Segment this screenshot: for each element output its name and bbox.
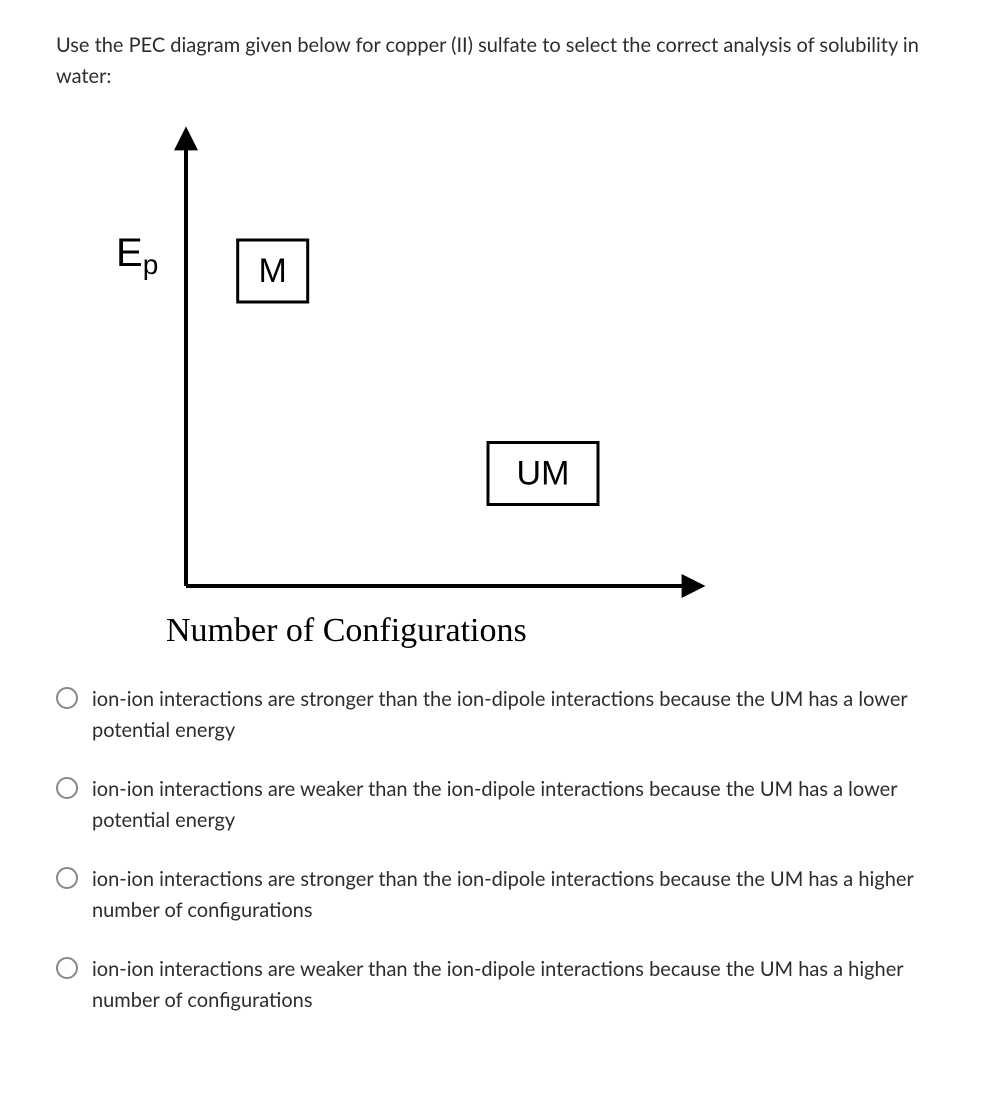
- answer-choice[interactable]: ion-ion interactions are stronger than t…: [56, 864, 949, 926]
- radio-icon[interactable]: [56, 957, 78, 979]
- answer-choice-text: ion-ion interactions are weaker than the…: [92, 954, 949, 1016]
- question-stem: Use the PEC diagram given below for copp…: [56, 30, 949, 92]
- radio-icon[interactable]: [56, 777, 78, 799]
- answer-choice[interactable]: ion-ion interactions are weaker than the…: [56, 954, 949, 1016]
- svg-text:Ep: Ep: [116, 231, 158, 280]
- answer-choices: ion-ion interactions are stronger than t…: [56, 684, 949, 1016]
- svg-text:UM: UM: [517, 455, 570, 493]
- svg-text:Number of Configurations: Number of Configurations: [166, 612, 527, 649]
- answer-choice-text: ion-ion interactions are weaker than the…: [92, 774, 949, 836]
- answer-choice-text: ion-ion interactions are stronger than t…: [92, 684, 949, 746]
- svg-text:M: M: [259, 252, 287, 290]
- quiz-question: Use the PEC diagram given below for copp…: [0, 0, 1005, 1084]
- radio-icon[interactable]: [56, 867, 78, 889]
- pec-diagram: Ep Number of Configurations M UM: [56, 116, 756, 676]
- pec-diagram-container: Ep Number of Configurations M UM: [56, 116, 949, 676]
- answer-choice-text: ion-ion interactions are stronger than t…: [92, 864, 949, 926]
- radio-icon[interactable]: [56, 687, 78, 709]
- answer-choice[interactable]: ion-ion interactions are stronger than t…: [56, 684, 949, 746]
- answer-choice[interactable]: ion-ion interactions are weaker than the…: [56, 774, 949, 836]
